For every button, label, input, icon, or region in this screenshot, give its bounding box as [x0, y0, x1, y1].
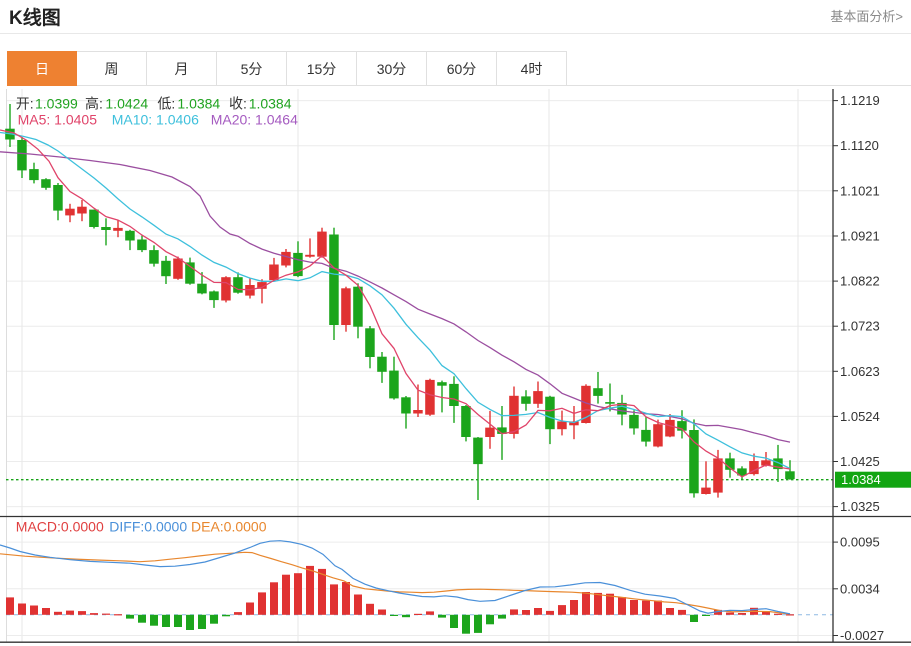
svg-text:1.0623: 1.0623 — [840, 364, 880, 379]
svg-text:1.0822: 1.0822 — [840, 274, 880, 289]
svg-text:0.0034: 0.0034 — [840, 581, 880, 596]
svg-text:1.1021: 1.1021 — [840, 183, 880, 198]
svg-text:1.1219: 1.1219 — [840, 93, 880, 108]
svg-text:1.0921: 1.0921 — [840, 229, 880, 244]
svg-text:1.1120: 1.1120 — [840, 138, 879, 153]
svg-text:1.0325: 1.0325 — [840, 499, 880, 514]
svg-text:1.0384: 1.0384 — [841, 472, 881, 487]
svg-text:1.0723: 1.0723 — [840, 319, 880, 334]
svg-text:0.0095: 0.0095 — [840, 535, 880, 550]
svg-text:-0.0027: -0.0027 — [840, 628, 884, 643]
svg-text:1.0524: 1.0524 — [840, 409, 880, 424]
svg-text:1.0425: 1.0425 — [840, 454, 880, 469]
